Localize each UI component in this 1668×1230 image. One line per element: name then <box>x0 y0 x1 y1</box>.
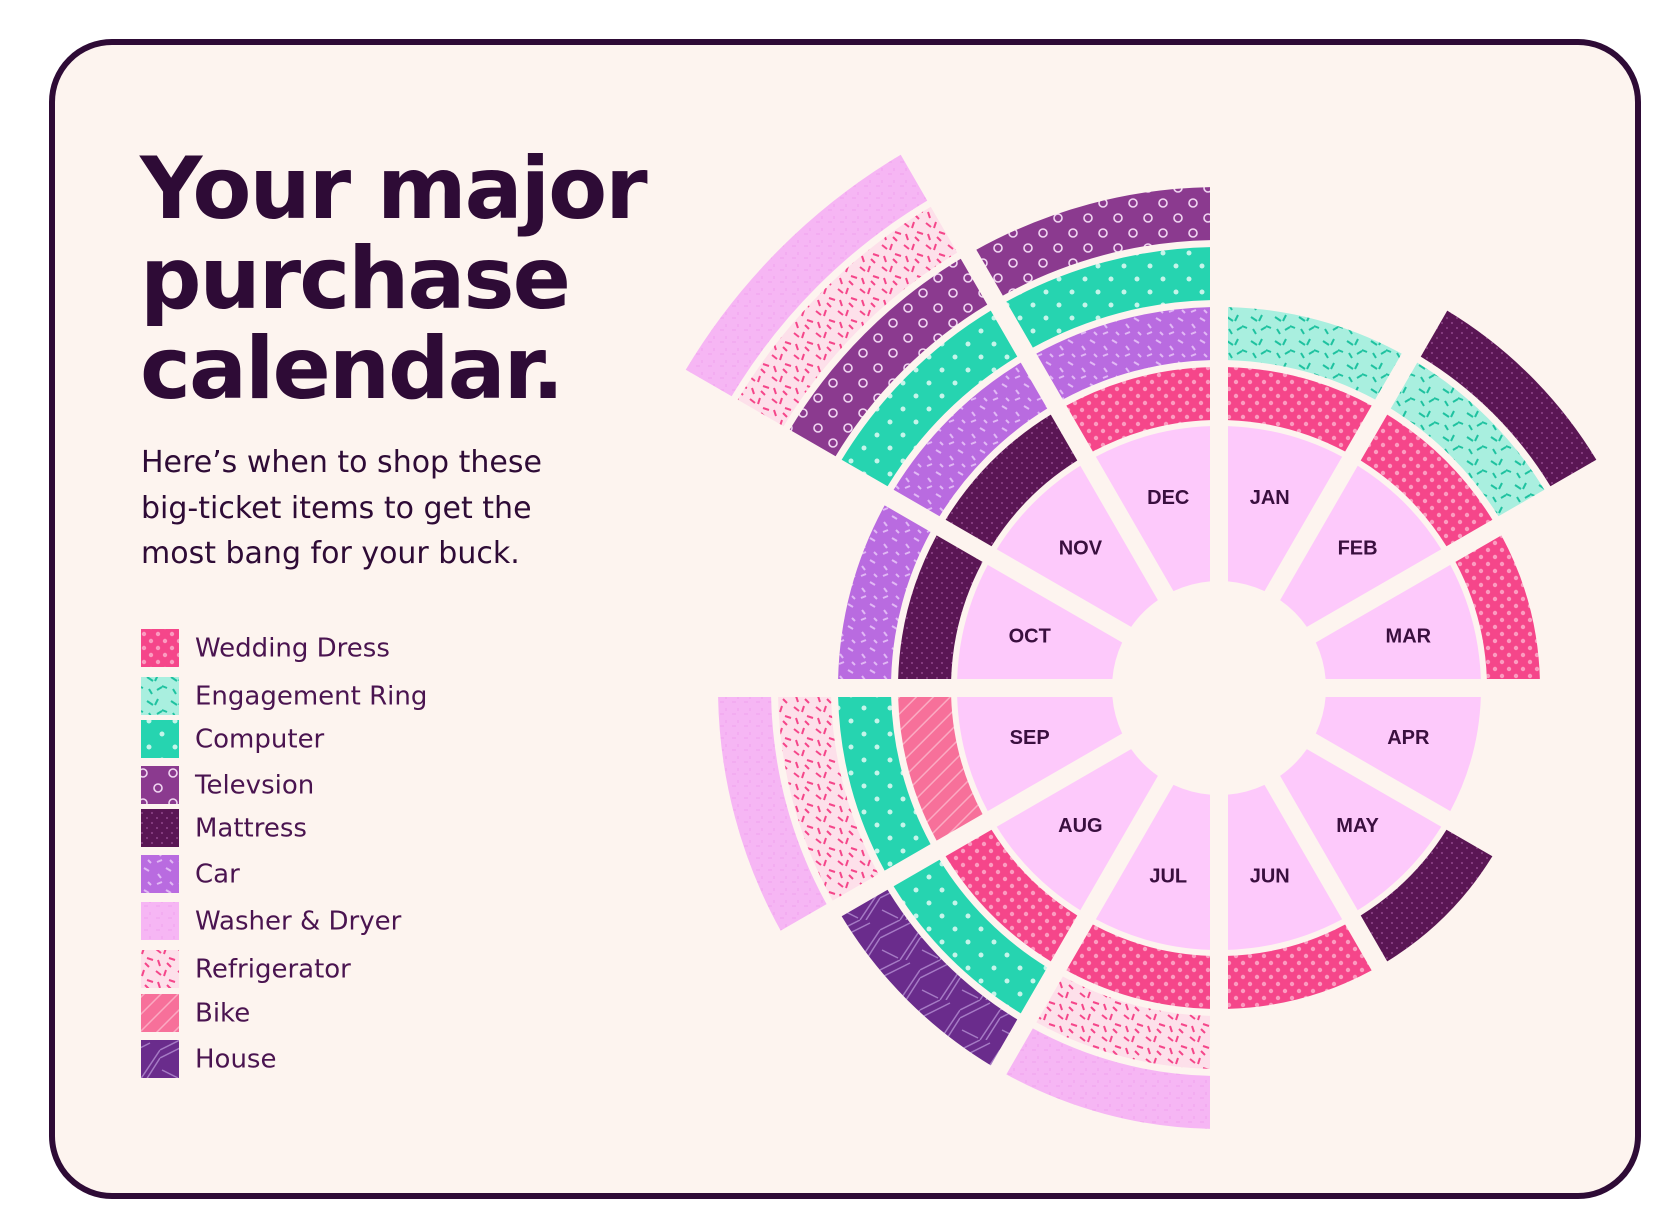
ring-segment <box>1036 307 1210 400</box>
title-line: purchase <box>140 229 569 329</box>
legend-swatch <box>141 766 179 804</box>
legend-swatch <box>141 629 179 667</box>
month-label: APR <box>1387 727 1430 749</box>
ring-segment <box>789 258 988 457</box>
ring-segment <box>1006 1028 1210 1129</box>
month-wedge <box>996 465 1158 627</box>
ring-segment <box>685 154 928 397</box>
ring-segment <box>841 889 1018 1066</box>
legend: Wedding Dress Engagement Ring Computer Tele… <box>141 629 427 1078</box>
ring-segment <box>893 859 1048 1014</box>
month-wedge <box>1095 784 1210 950</box>
subtitle-line: big-ticket items to get the <box>141 491 532 526</box>
legend-label: Computer <box>195 725 325 755</box>
ring-segment <box>838 697 931 871</box>
ring-segment <box>1420 310 1597 487</box>
ring-segment <box>1228 924 1372 1009</box>
legend-label: Televsion <box>194 771 314 801</box>
subtitle-line: Here’s when to shop these <box>141 445 542 480</box>
legend-swatch <box>141 809 179 847</box>
ring-segment <box>718 697 827 931</box>
legend-label: Mattress <box>195 814 307 844</box>
legend-label: Car <box>195 860 240 890</box>
month-wedge <box>1228 784 1343 950</box>
month-label: NOV <box>1059 538 1103 560</box>
legend-label: House <box>195 1045 276 1075</box>
month-label: JUL <box>1149 866 1187 888</box>
ring-segment <box>898 697 983 841</box>
ring-segment <box>1455 535 1540 679</box>
month-wedge <box>957 564 1123 679</box>
legend-swatch <box>141 720 179 758</box>
ring-segment <box>976 187 1210 296</box>
legend-label: Washer & Dryer <box>195 907 402 937</box>
month-label: AUG <box>1058 815 1102 837</box>
month-label: FEB <box>1338 538 1378 560</box>
ring-segment <box>838 505 931 679</box>
legend-swatch <box>141 902 179 940</box>
ring-segment <box>893 362 1048 517</box>
ring-segment <box>1006 247 1210 348</box>
ring-segment <box>1228 307 1402 400</box>
ring-segment <box>1390 362 1545 517</box>
legend-swatch <box>141 855 179 893</box>
month-label: JUN <box>1250 866 1290 888</box>
legend-label: Engagement Ring <box>195 682 427 712</box>
ring-segment <box>898 535 983 679</box>
legend-swatch <box>141 677 179 715</box>
ring-segment <box>1360 829 1493 962</box>
month-label: MAR <box>1386 626 1432 648</box>
month-wedge <box>1315 697 1481 812</box>
ring-segment <box>1036 976 1210 1069</box>
month-label: JAN <box>1250 487 1290 509</box>
ring-segment <box>1228 367 1372 452</box>
month-wedge <box>957 697 1123 812</box>
month-wedge <box>1280 465 1442 627</box>
ring-segment <box>945 414 1078 547</box>
month-wedge <box>1315 564 1481 679</box>
ring-segment <box>1360 414 1493 547</box>
month-wedge <box>1280 749 1442 911</box>
month-label: OCT <box>1009 626 1051 648</box>
title-line: Your major <box>139 139 648 239</box>
legend-label: Wedding Dress <box>195 634 390 664</box>
month-wedge <box>1228 426 1343 592</box>
ring-segment <box>945 829 1078 962</box>
legend-label: Bike <box>195 999 250 1029</box>
month-wedge <box>1095 426 1210 592</box>
ring-segment <box>737 206 958 427</box>
title-line: calendar. <box>140 319 562 419</box>
month-label: SEP <box>1010 727 1050 749</box>
month-label: MAY <box>1336 815 1379 837</box>
ring-segment <box>778 697 879 901</box>
legend-swatch <box>141 950 179 988</box>
ring-segment <box>1066 367 1210 452</box>
month-wedge <box>996 749 1158 911</box>
ring-segment <box>841 310 1018 487</box>
month-label: DEC <box>1147 487 1189 509</box>
ring-segment <box>1066 924 1210 1009</box>
calendar-wheel: JAN FEB MAR APR MAY JUN JUL AUG SEP OCT NOV DEC <box>685 154 1597 1129</box>
subtitle-line: most bang for your buck. <box>141 536 520 571</box>
legend-swatch <box>141 1040 179 1078</box>
legend-label: Refrigerator <box>195 955 351 985</box>
legend-swatch <box>141 994 179 1032</box>
